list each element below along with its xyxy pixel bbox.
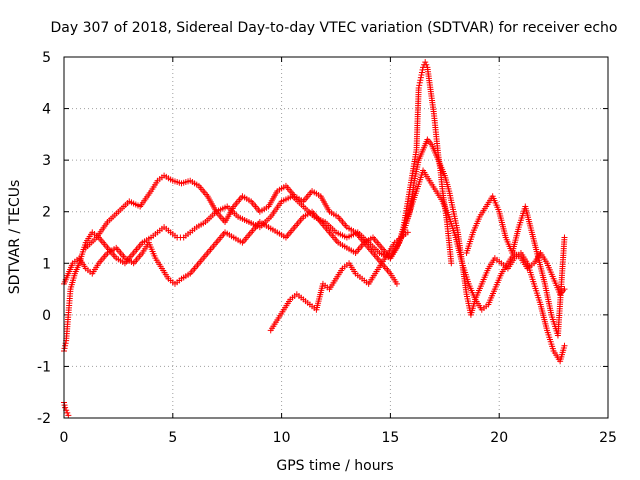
x-axis-label: GPS time / hours: [276, 458, 393, 474]
x-tick-label: 25: [599, 430, 617, 446]
data-point: [62, 404, 69, 411]
data-point: [418, 72, 425, 79]
data-point: [417, 74, 424, 81]
y-tick-label: 2: [42, 205, 51, 221]
y-tick-label: 0: [42, 308, 51, 324]
y-tick-label: -1: [37, 359, 51, 375]
data-point: [61, 402, 68, 409]
data-point: [561, 342, 568, 349]
data-point: [404, 229, 411, 236]
data-point: [422, 59, 429, 66]
x-tick-label: 10: [273, 430, 291, 446]
y-tick-label: 1: [42, 256, 51, 272]
series-track-f: [61, 399, 72, 419]
series-track-b: [61, 167, 568, 313]
y-tick-label: 4: [42, 102, 51, 118]
y-tick-label: 3: [42, 153, 51, 169]
y-axis-label: SDTVAR / TECUs: [7, 180, 23, 295]
data-point: [61, 345, 68, 352]
data-point: [423, 61, 430, 68]
series-track-d: [267, 229, 411, 334]
chart-title: Day 307 of 2018, Sidereal Day-to-day VTE…: [51, 20, 618, 36]
series-track-c: [82, 172, 400, 287]
data-point: [561, 234, 568, 241]
data-point: [416, 82, 423, 89]
data-point: [417, 77, 424, 84]
x-tick-label: 15: [381, 430, 399, 446]
x-tick-label: 5: [168, 430, 177, 446]
series-track-g: [463, 193, 568, 339]
x-tick-label: 0: [60, 430, 69, 446]
plot-frame: [63, 56, 609, 419]
series-track-a: [61, 136, 568, 365]
data-marks: [61, 59, 568, 419]
data-point: [415, 84, 422, 91]
data-point: [393, 280, 400, 287]
grid-lines: [64, 57, 608, 418]
data-point: [418, 69, 425, 76]
y-tick-label: -2: [37, 411, 51, 427]
series-track-e: [396, 59, 455, 267]
y-tick-label: 5: [42, 50, 51, 66]
data-point: [64, 409, 71, 416]
data-point: [448, 260, 455, 267]
data-point: [62, 342, 69, 349]
data-point: [416, 79, 423, 86]
data-point: [65, 412, 72, 419]
axis-ticks: 0 5 10 15 20 25 -2 -1 0 1 2 3 4 5: [37, 50, 617, 446]
data-point: [419, 66, 426, 73]
x-tick-label: 20: [490, 430, 508, 446]
